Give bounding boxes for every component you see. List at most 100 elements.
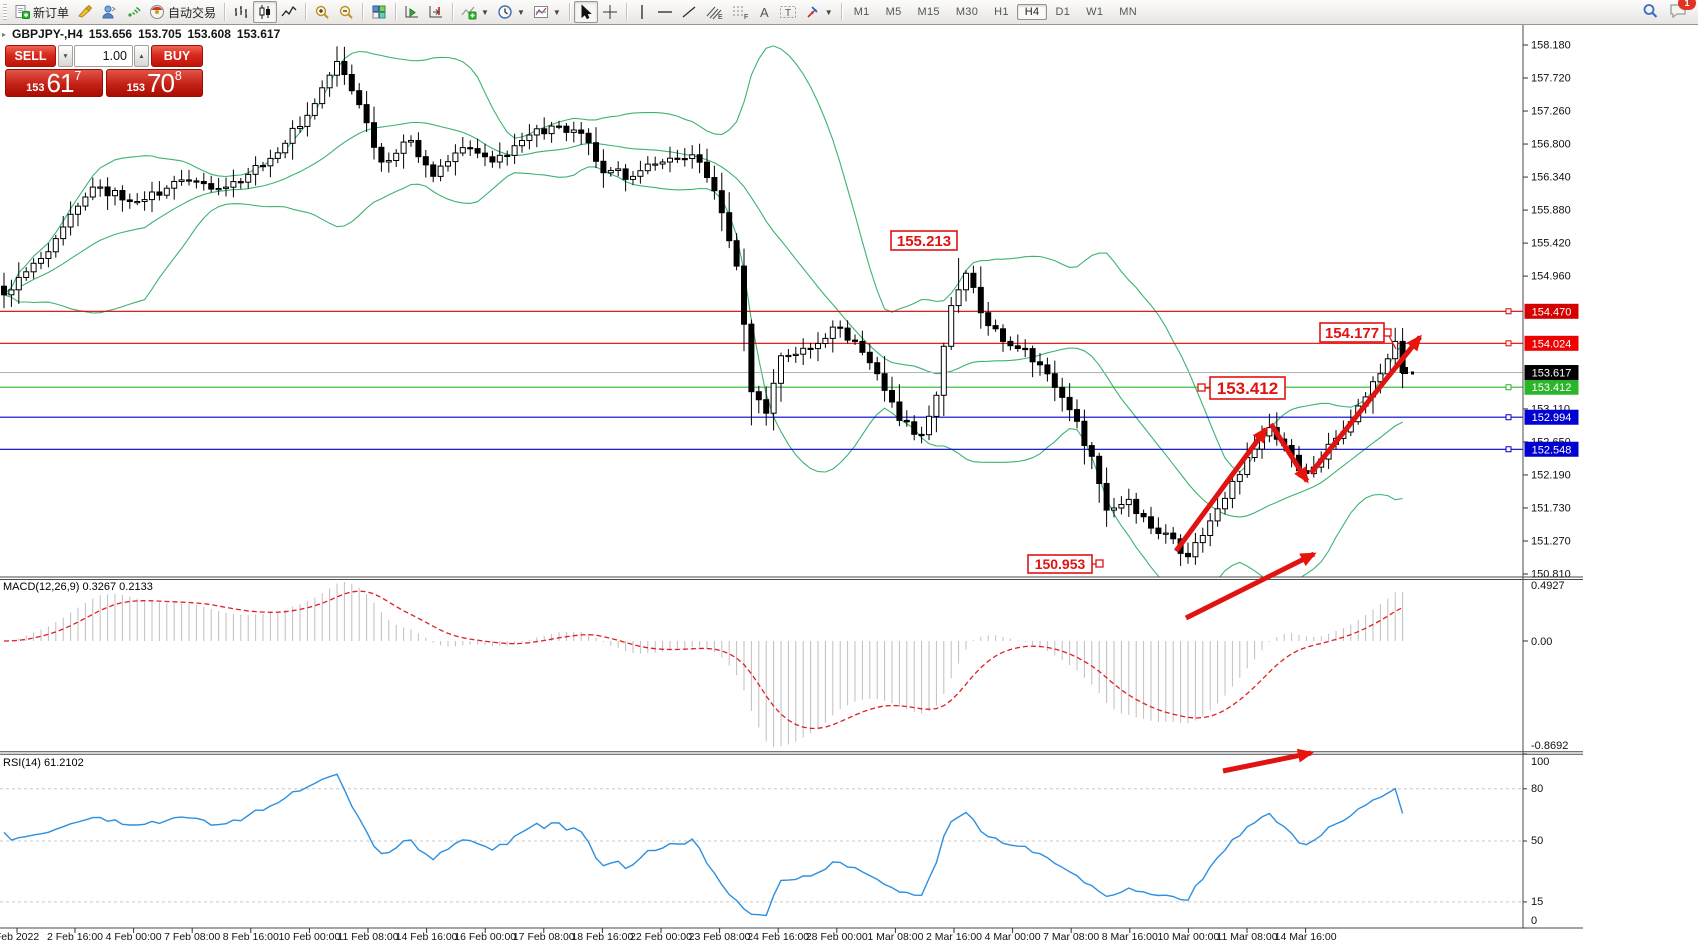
- tab-h1[interactable]: H1: [994, 6, 1009, 18]
- svg-text:153.412: 153.412: [1532, 382, 1572, 394]
- autotrading-button[interactable]: 自动交易: [145, 2, 220, 22]
- styler-button[interactable]: [73, 1, 97, 23]
- candlestick-series: [1, 46, 1414, 566]
- toolbar-grip[interactable]: [3, 4, 7, 20]
- templates-icon: [533, 6, 548, 18]
- crosshair-tool-button[interactable]: [598, 1, 622, 23]
- search-button[interactable]: [1641, 2, 1659, 23]
- rsi-indicator-label: RSI(14) 61.2102: [3, 757, 84, 769]
- svg-text:F: F: [744, 14, 748, 20]
- volume-decrease-button[interactable]: ▼: [58, 45, 73, 67]
- zoom-in-button[interactable]: [310, 1, 334, 23]
- tab-d1[interactable]: D1: [1055, 6, 1071, 18]
- svg-text:8 Mar 16:00: 8 Mar 16:00: [1102, 931, 1158, 943]
- new-order-button[interactable]: 新订单: [10, 2, 73, 22]
- profile-button[interactable]: [97, 1, 121, 23]
- volume-input[interactable]: 1.00: [74, 45, 133, 67]
- buy-button[interactable]: BUY: [151, 45, 203, 67]
- cursor-tool-button[interactable]: [573, 1, 598, 23]
- tab-h4[interactable]: H4: [1016, 4, 1048, 20]
- cursor-icon: [581, 4, 592, 20]
- channel-tool[interactable]: E: [701, 1, 727, 23]
- svg-text:10 Mar 00:00: 10 Mar 00:00: [1157, 931, 1219, 943]
- svg-text:0.4927: 0.4927: [1531, 580, 1565, 592]
- periods-button[interactable]: ▼: [493, 1, 529, 23]
- svg-text:50: 50: [1531, 835, 1543, 847]
- symbol-info-bar: ▸ GBPJPY-,H4 153.656 153.705 153.608 153…: [2, 27, 280, 41]
- svg-text:154.024: 154.024: [1532, 338, 1572, 350]
- svg-text:152.994: 152.994: [1532, 412, 1572, 424]
- candlestick-chart-button[interactable]: [253, 1, 278, 23]
- fibonacci-icon: F: [732, 6, 748, 20]
- svg-text:Feb 2022: Feb 2022: [0, 931, 39, 943]
- new-order-label: 新订单: [33, 5, 70, 20]
- svg-text:154.470: 154.470: [1532, 306, 1572, 318]
- svg-text:14 Mar 16:00: 14 Mar 16:00: [1275, 931, 1337, 943]
- new-order-icon: [15, 5, 30, 19]
- horizontal-line-tool[interactable]: [653, 1, 677, 23]
- toolbar: 新订单 自动交易 ▼ ▼ ▼ E F A T ▼: [0, 0, 1698, 25]
- svg-text:14 Feb 16:00: 14 Feb 16:00: [396, 931, 458, 943]
- svg-text:T: T: [785, 8, 791, 19]
- tab-m30[interactable]: M30: [955, 6, 979, 18]
- bar-chart-icon: [235, 6, 248, 18]
- svg-text:80: 80: [1531, 783, 1543, 795]
- tile-windows-button[interactable]: [367, 1, 391, 23]
- sell-button[interactable]: SELL: [5, 45, 56, 67]
- horizontal-line-icon: [657, 11, 672, 13]
- tab-m5[interactable]: M5: [885, 6, 902, 18]
- zoom-out-button[interactable]: [334, 1, 358, 23]
- svg-text:24 Feb 16:00: 24 Feb 16:00: [747, 931, 809, 943]
- auto-scroll-icon: [405, 6, 419, 18]
- vertical-line-icon: [641, 5, 643, 19]
- svg-text:4 Mar 00:00: 4 Mar 00:00: [985, 931, 1041, 943]
- vertical-line-tool[interactable]: [631, 1, 653, 23]
- analyst-annotations[interactable]: 155.213 154.177 153.412 150.953: [890, 230, 1422, 774]
- buy-price-big: 70: [146, 67, 175, 98]
- svg-text:155.420: 155.420: [1531, 238, 1571, 250]
- sell-price-prefix: 153: [26, 82, 45, 94]
- svg-text:156.800: 156.800: [1531, 139, 1571, 151]
- horizontal-level-lines[interactable]: [0, 308, 1523, 453]
- text-tool[interactable]: A: [753, 1, 775, 23]
- tab-m1[interactable]: M1: [853, 6, 870, 18]
- line-chart-icon: [281, 5, 297, 17]
- buy-price-display[interactable]: 153 70 8: [105, 67, 203, 98]
- svg-text:4 Feb 00:00: 4 Feb 00:00: [106, 931, 162, 943]
- channel-icon: E: [706, 6, 723, 20]
- svg-text:155.213: 155.213: [897, 233, 951, 250]
- tab-m15[interactable]: M15: [917, 6, 940, 18]
- auto-scroll-button[interactable]: [400, 1, 424, 23]
- zoom-in-icon: [315, 5, 329, 19]
- sell-price-display[interactable]: 153 61 7: [5, 69, 103, 97]
- symbol-menu-caret[interactable]: ▸: [2, 29, 7, 39]
- line-chart-button[interactable]: [277, 1, 301, 23]
- svg-text:17 Feb 08:00: 17 Feb 08:00: [513, 931, 575, 943]
- arrows-tool[interactable]: ▼: [801, 1, 837, 23]
- sell-price-big: 61: [46, 67, 74, 98]
- autotrading-label: 自动交易: [168, 5, 217, 20]
- bar-chart-button[interactable]: [229, 1, 253, 23]
- signals-button[interactable]: [121, 1, 145, 23]
- fibonacci-tool[interactable]: F: [727, 1, 753, 23]
- text-label-tool[interactable]: T: [775, 1, 801, 23]
- svg-text:150.810: 150.810: [1531, 569, 1571, 581]
- svg-text:151.270: 151.270: [1531, 535, 1571, 547]
- tile-windows-icon: [372, 5, 386, 19]
- chart-shift-button[interactable]: [424, 1, 448, 23]
- notification-badge: 1: [1678, 0, 1696, 10]
- tab-mn[interactable]: MN: [1119, 6, 1137, 18]
- text-icon: A: [760, 5, 769, 20]
- trendline-tool[interactable]: [677, 1, 701, 23]
- svg-text:0: 0: [1531, 915, 1537, 927]
- notifications-button[interactable]: 1: [1669, 0, 1696, 22]
- indicators-button[interactable]: ▼: [457, 1, 493, 23]
- volume-increase-button[interactable]: ▲: [134, 45, 149, 67]
- search-icon: [1643, 3, 1658, 18]
- templates-button[interactable]: ▼: [529, 1, 565, 23]
- zoom-out-icon: [339, 5, 353, 19]
- tab-w1[interactable]: W1: [1086, 6, 1104, 18]
- one-click-trading-panel: SELL ▼ 1.00 ▲ BUY 153 61 7 153 70 8: [5, 45, 203, 97]
- chart-shift-icon: [429, 6, 443, 18]
